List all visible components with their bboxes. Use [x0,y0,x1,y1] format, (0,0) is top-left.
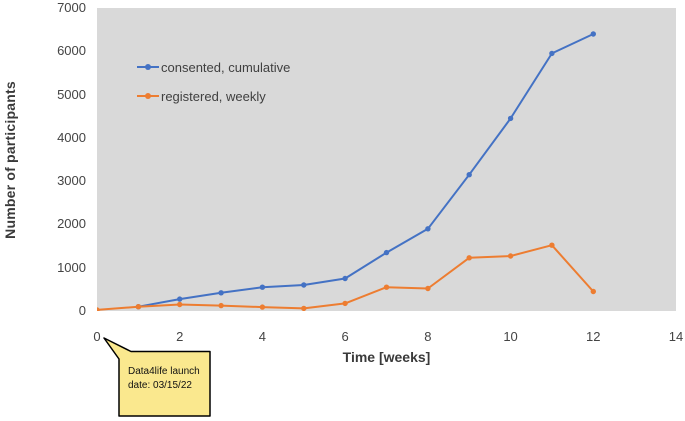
data-point-marker [590,31,596,37]
legend-marker-icon [137,93,159,99]
y-tick-label: 2000 [57,216,86,232]
x-tick-label: 0 [93,329,101,344]
y-tick-label: 3000 [57,173,86,189]
data-point-marker [259,284,266,290]
data-point-marker [549,242,555,248]
x-tick-label: 8 [424,329,432,344]
data-point-marker [301,305,307,311]
legend-item: registered, weekly [137,86,290,106]
callout-text: Data4life launch date: 03/15/22 [128,365,200,392]
legend-marker-icon [137,64,159,70]
data-point-marker [342,275,348,282]
data-point-marker [549,50,555,57]
x-tick-label: 10 [503,329,518,344]
data-point-marker [218,290,224,296]
x-tick-label: 14 [668,329,684,344]
callout-annotation: Data4life launch date: 03/15/22 [95,330,220,421]
legend-label: consented, cumulative [161,59,291,75]
data-point-marker [507,115,514,122]
callout-shape [103,337,211,417]
data-point-marker [383,249,390,256]
data-point-marker [301,282,307,288]
callout-line-1: Data4life launch [128,366,200,377]
y-tick-label: 7000 [57,0,86,15]
y-tick-label: 1000 [57,259,86,275]
data-point-marker [466,172,472,178]
data-point-marker [590,288,596,295]
data-point-marker [507,253,514,259]
data-point-marker [97,307,100,311]
data-point-marker [466,255,472,261]
data-point-marker [342,300,348,307]
x-tick-label: 4 [258,329,267,344]
data-point-marker [259,304,266,310]
chart-svg [97,31,596,311]
data-point-marker [177,301,183,308]
callout-line-2: date: 03/15/22 [128,379,192,391]
plot-area: consented, cumulative registered, weekly [97,8,676,311]
y-tick-label: 5000 [57,86,86,102]
x-tick-label: 6 [341,329,349,344]
legend-item: consented, cumulative [137,57,290,77]
data-point-marker [425,226,431,232]
x-tick-label: 12 [586,329,601,344]
x-tick-label: 2 [176,329,184,344]
data-point-marker [218,302,224,309]
data-point-marker [177,296,183,302]
y-tick-label: 4000 [57,129,86,145]
y-tick-label: 6000 [57,43,86,59]
data-point-marker [383,284,390,290]
x-axis-title: Time [weeks] [342,349,431,365]
legend-label: registered, weekly [161,88,266,104]
y-tick-label: 0 [78,303,86,318]
data-point-marker [425,285,431,292]
series-line [137,33,595,308]
callout-bubble-path [103,337,211,417]
data-point-marker [135,304,142,310]
legend: consented, cumulative registered, weekly [137,57,290,115]
